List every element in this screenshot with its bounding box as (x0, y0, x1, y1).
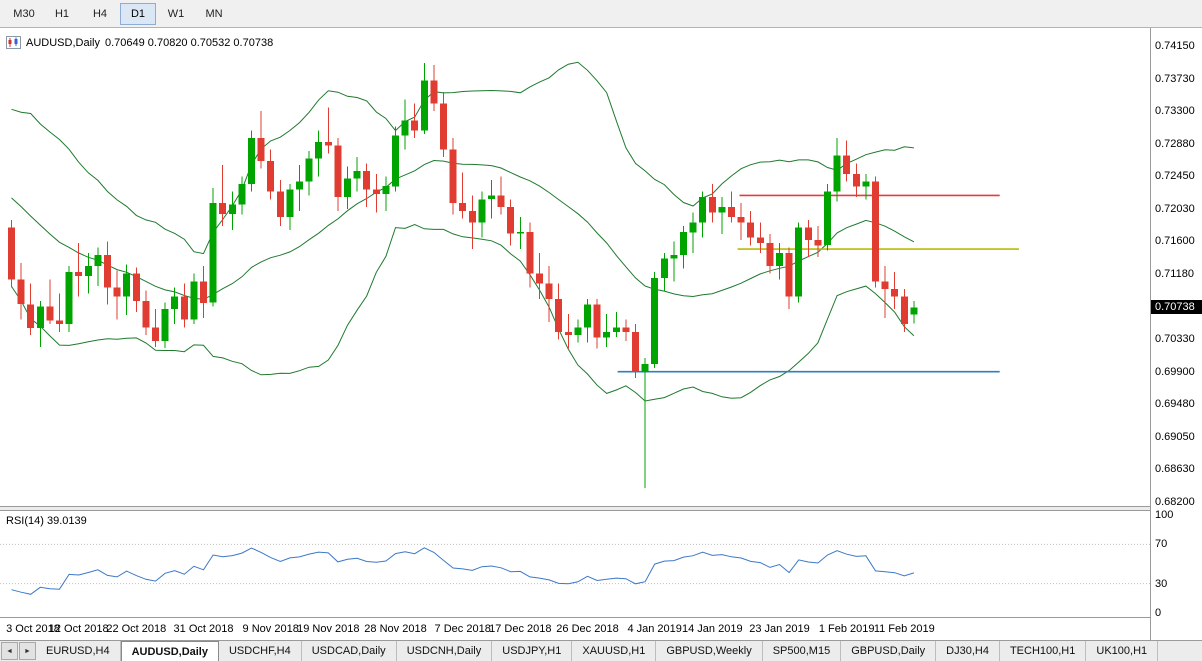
price-axis-label: 0.69900 (1155, 365, 1195, 378)
chart-tab-bar: ◄ ► EURUSD,H4 AUDUSD,Daily USDCHF,H4 USDCAD… (0, 640, 1202, 661)
symbol-tab-sp500-m15[interactable]: SP500,M15 (763, 641, 842, 661)
date-axis-label: 12 Oct 2018 (48, 623, 109, 635)
symbol-tab-usdjpy-h1[interactable]: USDJPY,H1 (492, 641, 573, 661)
price-axis-label: 0.73730 (1155, 72, 1195, 85)
rsi-axis-label: 70 (1155, 538, 1168, 551)
timeframe-button-d1[interactable]: D1 (120, 2, 156, 25)
date-axis-label: 3 Oct 2018 (6, 623, 60, 635)
symbol-tab-usdcnh-daily[interactable]: USDCNH,Daily (397, 641, 493, 661)
timeframe-button-h4[interactable]: H4 (92, 7, 108, 20)
current-price-tag: 0.70738 (1151, 300, 1202, 315)
symbol-tab-usdchf-h4[interactable]: USDCHF,H4 (219, 641, 302, 661)
pane-splitter[interactable] (0, 506, 1202, 511)
price-axis-label: 0.70330 (1155, 333, 1195, 346)
date-axis-label: 1 Feb 2019 (818, 623, 875, 635)
date-axis-label: 9 Nov 2018 (242, 623, 299, 635)
rsi-level-lines (0, 543, 1150, 585)
date-axis-label: 11 Feb 2019 (873, 623, 935, 635)
date-axis-label: 23 Jan 2019 (749, 623, 810, 635)
price-axis-label: 0.68200 (1155, 496, 1195, 508)
symbol-tab-eurusd-h4[interactable]: EURUSD,H4 (36, 641, 121, 661)
price-axis-label: 0.73300 (1155, 105, 1195, 118)
candles (8, 62, 918, 489)
bollinger-bands (11, 61, 915, 402)
price-axis-label: 0.69050 (1155, 430, 1195, 443)
date-axis-label: 31 Oct 2018 (173, 623, 234, 635)
chart-title: AUDUSD,Daily 0.70649 0.70820 0.70532 0.7… (6, 36, 273, 49)
price-axis-label: 0.69480 (1155, 398, 1195, 411)
price-axis-label: 0.72880 (1155, 137, 1195, 150)
symbol-tab-tech100-h1[interactable]: TECH100,H1 (1000, 641, 1087, 661)
symbol-tab-dj30-h4[interactable]: DJ30,H4 (936, 641, 1000, 661)
symbol-tab-gbpusd-weekly[interactable]: GBPUSD,Weekly (656, 641, 763, 661)
date-axis-label: 7 Dec 2018 (434, 623, 491, 635)
rsi-indicator-label: RSI(14) 39.0139 (6, 515, 87, 527)
rsi-axis-label: 30 (1155, 577, 1168, 590)
timeframe-button-mn[interactable]: MN (205, 7, 223, 20)
chart-window-icon (6, 36, 21, 49)
symbol-tab-uk100-h1[interactable]: UK100,H1 (1086, 641, 1159, 661)
rsi-axis-label: 100 (1155, 509, 1174, 521)
price-axis-label: 0.74150 (1155, 40, 1195, 52)
tabs-scroll-left-button[interactable]: ◄ (1, 642, 18, 660)
price-axis-label: 0.71600 (1155, 235, 1195, 248)
date-axis[interactable]: 3 Oct 2018 12 Oct 2018 22 Oct 2018 31 Oct 2… (0, 617, 1150, 640)
date-axis-label: 22 Oct 2018 (106, 623, 167, 635)
timeframe-button-w1[interactable]: W1 (167, 7, 185, 20)
date-axis-label: 4 Jan 2019 (627, 623, 682, 635)
tabs-scroll-right-button[interactable]: ► (19, 642, 36, 660)
price-axis-label: 0.71180 (1155, 268, 1194, 280)
price-axis-label: 0.72030 (1155, 202, 1195, 215)
price-axis-label: 0.72450 (1155, 170, 1195, 183)
rsi-indicator-canvas[interactable] (0, 511, 1150, 617)
symbol-tab-xauusd-h1[interactable]: XAUUSD,H1 (572, 641, 657, 661)
chart-ohlc-values: 0.70649 0.70820 0.70532 0.70738 (104, 36, 274, 49)
date-axis-label: 19 Nov 2018 (297, 623, 360, 635)
timeframe-button-m30[interactable]: M30 (13, 7, 35, 20)
date-axis-label: 26 Dec 2018 (556, 623, 619, 635)
date-axis-label: 14 Jan 2019 (682, 623, 743, 635)
price-axis-label: 0.68630 (1155, 463, 1195, 476)
symbol-tab-audusd-daily[interactable]: AUDUSD,Daily (120, 641, 219, 661)
date-axis-label: 17 Dec 2018 (489, 623, 552, 635)
timeframe-button-h1[interactable]: H1 (54, 7, 70, 20)
symbol-tab-gbpusd-daily[interactable]: GBPUSD,Daily (841, 641, 937, 661)
symbol-tab-usdcad-daily[interactable]: USDCAD,Daily (302, 641, 397, 661)
date-axis-label: 28 Nov 2018 (364, 623, 427, 635)
price-chart-canvas[interactable] (0, 28, 1150, 506)
timeframe-toolbar: M30 H1 H4 D1 W1 MN (0, 0, 1202, 28)
rsi-axis-label: 0 (1155, 607, 1162, 619)
symbol-tabs: EURUSD,H4 AUDUSD,Daily USDCHF,H4 USDCAD,Dai… (36, 641, 1202, 661)
price-axis[interactable]: 0.74150 0.73730 0.73300 0.72880 0.72450 0.720… (1150, 28, 1202, 640)
chart-window: AUDUSD,Daily 0.70649 0.70820 0.70532 0.7… (0, 28, 1202, 640)
rsi-line (11, 547, 915, 595)
chart-symbol-label: AUDUSD,Daily (26, 36, 100, 49)
timeframe-buttons: M30 H1 H4 D1 W1 MN (6, 2, 232, 25)
